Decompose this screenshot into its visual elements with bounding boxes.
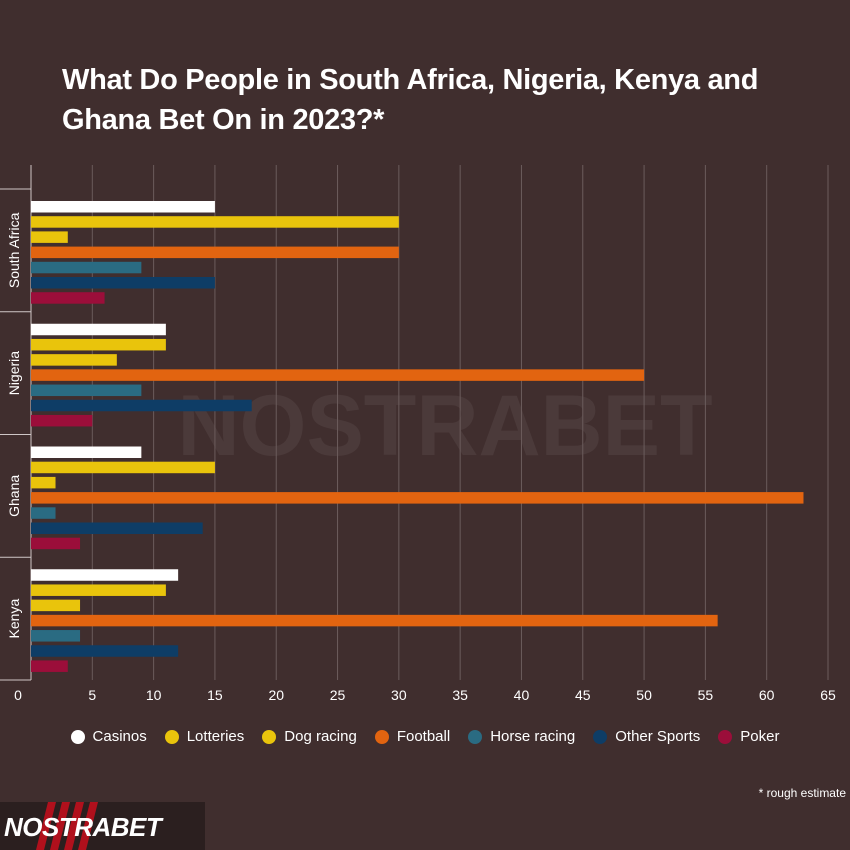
bar-other-sports-kenya: [31, 645, 179, 657]
bar-other-sports-south-africa: [31, 277, 215, 289]
x-tick-label: 45: [575, 687, 591, 703]
bar-lotteries-ghana: [31, 461, 215, 474]
bar-football-kenya: [31, 614, 718, 627]
legend-item: Horse racing: [468, 728, 575, 745]
legend-item: Other Sports: [593, 728, 700, 745]
bar-poker-nigeria: [31, 414, 93, 427]
bar-casinos-south-africa: [31, 201, 215, 213]
logo-text: NOSTRABET: [4, 812, 162, 842]
category-label: Nigeria: [6, 351, 22, 396]
x-tick-label: 10: [146, 687, 162, 703]
legend-label: Dog racing: [284, 728, 357, 745]
bar-horse-racing-kenya: [31, 630, 81, 642]
bar-chart: NOSTRABET South Africa Nigeria Ghana Kenya 0 5…: [0, 165, 836, 703]
bar-football-nigeria: [31, 369, 645, 381]
bar-lotteries-kenya: [31, 584, 166, 596]
bar-poker-kenya: [31, 660, 68, 672]
legend-label: Lotteries: [186, 728, 245, 745]
bar-casinos-nigeria: [31, 323, 166, 336]
legend-label: Horse racing: [490, 728, 576, 745]
bar-lotteries-south-africa: [31, 216, 399, 228]
bar-dog-racing-ghana: [31, 476, 56, 489]
bar-casinos-ghana: [31, 446, 142, 458]
legend-swatch-icon: [262, 729, 277, 744]
legend-item: Lotteries: [164, 728, 245, 745]
bar-horse-racing-south-africa: [31, 261, 142, 274]
watermark-text: NOSTRABET: [177, 378, 712, 474]
legend-swatch-icon: [374, 729, 389, 744]
footnote: * rough estimate: [758, 786, 846, 800]
bar-lotteries-nigeria: [31, 338, 166, 351]
legend-swatch-icon: [718, 729, 733, 744]
legend: Casinos Lotteries Dog racing Football Horse …: [0, 728, 850, 745]
x-tick-label: 55: [698, 687, 714, 703]
bar-football-south-africa: [31, 246, 399, 259]
bar-poker-ghana: [31, 537, 81, 550]
x-tick-label: 35: [452, 687, 468, 703]
legend-item: Football: [374, 728, 451, 745]
brand-logo: NOSTRABET: [0, 802, 205, 850]
bar-other-sports-nigeria: [31, 399, 252, 412]
x-tick-label: 25: [330, 687, 346, 703]
legend-item: Dog racing: [262, 728, 357, 745]
x-tick-label: 40: [514, 687, 530, 703]
bar-horse-racing-nigeria: [31, 384, 142, 397]
bar-dog-racing-nigeria: [31, 354, 117, 366]
legend-label: Poker: [740, 728, 780, 745]
legend-swatch-icon: [164, 729, 179, 744]
x-tick-label: 0: [14, 687, 22, 703]
bar-casinos-kenya: [31, 569, 179, 581]
bar-dog-racing-south-africa: [31, 231, 68, 243]
category-label: Ghana: [6, 475, 22, 517]
legend-label: Casinos: [92, 728, 147, 745]
category-label: South Africa: [6, 212, 22, 288]
bar-horse-racing-ghana: [31, 507, 56, 519]
x-tick-label: 15: [207, 687, 223, 703]
bar-other-sports-ghana: [31, 522, 203, 534]
x-tick-label: 20: [268, 687, 284, 703]
legend-swatch-icon: [70, 729, 85, 744]
x-tick-label: 5: [88, 687, 96, 703]
x-tick-label: 30: [391, 687, 407, 703]
legend-item: Casinos: [70, 728, 147, 745]
x-tick-label: 65: [820, 687, 836, 703]
legend-swatch-icon: [468, 729, 483, 744]
logo-stripes-icon: [36, 802, 98, 850]
legend-label: Football: [396, 728, 451, 745]
category-label: Kenya: [6, 599, 22, 639]
x-tick-label: 50: [636, 687, 652, 703]
legend-label: Other Sports: [615, 728, 701, 745]
chart-title: What Do People in South Africa, Nigeria,…: [62, 64, 759, 136]
bar-poker-south-africa: [31, 292, 105, 304]
x-tick-label: 60: [759, 687, 775, 703]
bar-football-ghana: [31, 492, 804, 504]
legend-item: Poker: [718, 728, 779, 745]
legend-swatch-icon: [593, 729, 608, 744]
bar-dog-racing-kenya: [31, 599, 81, 612]
